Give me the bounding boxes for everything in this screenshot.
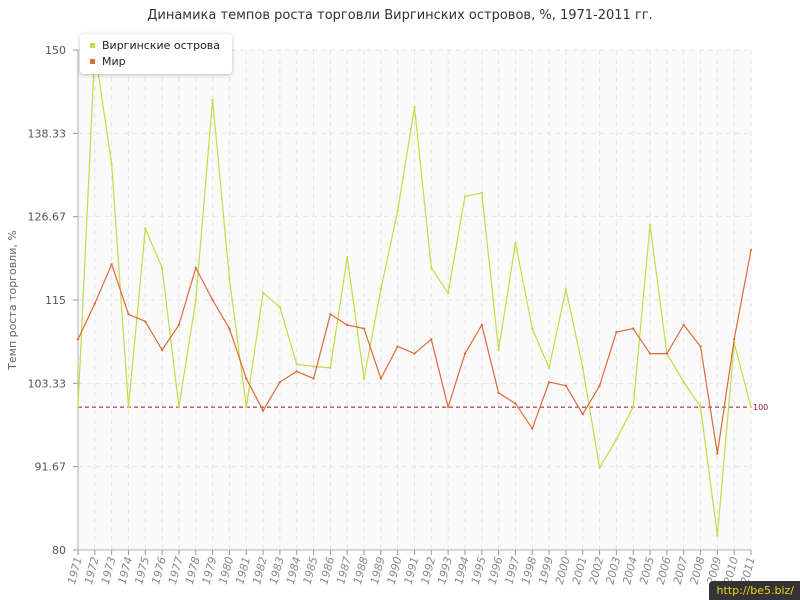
data-point-virgin-islands: [261, 291, 265, 295]
data-point-world: [194, 266, 197, 270]
data-point-world: [749, 248, 753, 252]
data-point-virgin-islands: [312, 365, 315, 368]
data-point-virgin-islands: [362, 377, 366, 380]
data-point-world: [632, 327, 635, 330]
data-point-virgin-islands: [497, 348, 500, 352]
legend-label-world: Мир: [102, 54, 126, 68]
data-point-virgin-islands: [648, 223, 652, 227]
chart-title: Динамика темпов роста торговли Виргински…: [147, 8, 653, 23]
data-point-virgin-islands: [245, 405, 248, 409]
data-point-world: [514, 402, 517, 405]
data-point-virgin-islands: [514, 241, 517, 245]
y-tick-label: 138.33: [28, 127, 67, 140]
data-point-world: [648, 352, 652, 355]
data-point-virgin-islands: [413, 105, 416, 109]
data-point-world: [346, 323, 349, 327]
data-point-world: [228, 327, 231, 330]
data-point-virgin-islands: [76, 405, 80, 409]
data-point-virgin-islands: [228, 277, 231, 280]
watermark-link[interactable]: http://be5.biz/: [708, 581, 800, 600]
y-axis-label: Темп роста торговли, %: [6, 230, 19, 371]
data-point-virgin-islands: [531, 327, 534, 330]
data-point-virgin-islands: [699, 405, 702, 409]
y-tick-label: 103.33: [28, 377, 67, 390]
data-point-world: [261, 409, 265, 412]
data-point-virgin-islands: [430, 266, 433, 270]
data-point-world: [110, 263, 113, 266]
data-point-virgin-islands: [446, 291, 450, 295]
data-point-virgin-islands: [463, 195, 467, 198]
y-tick-label: 115: [45, 294, 66, 307]
data-point-world: [329, 313, 332, 316]
data-point-world: [615, 330, 618, 334]
y-tick-label: 150: [45, 44, 66, 57]
data-point-virgin-islands: [581, 366, 584, 370]
legend-item-virgin-islands[interactable]: Виргинские острова: [90, 37, 220, 53]
data-point-world: [245, 377, 248, 380]
data-point-world: [127, 313, 130, 316]
data-point-world: [144, 320, 147, 323]
data-point-virgin-islands: [396, 209, 399, 212]
data-point-virgin-islands: [194, 298, 197, 302]
data-point-virgin-islands: [346, 255, 349, 259]
y-tick-label: 80: [52, 544, 66, 557]
data-point-world: [160, 348, 164, 352]
data-point-world: [531, 427, 534, 430]
chart-legend: Виргинские острова Мир: [80, 34, 233, 74]
data-point-virgin-islands: [615, 438, 618, 441]
data-point-virgin-islands: [295, 363, 298, 366]
data-point-virgin-islands: [278, 305, 282, 309]
data-point-virgin-islands: [329, 366, 332, 370]
data-point-world: [547, 380, 551, 384]
data-point-world: [379, 377, 383, 380]
data-point-virgin-islands: [749, 405, 753, 409]
data-point-world: [682, 323, 685, 327]
data-point-world: [278, 380, 282, 384]
data-point-world: [480, 323, 483, 327]
data-point-world: [396, 345, 399, 348]
data-point-world: [177, 323, 181, 327]
data-point-virgin-islands: [160, 266, 164, 270]
legend-swatch-world: [90, 58, 95, 64]
data-point-world: [93, 302, 97, 305]
data-point-world: [312, 377, 315, 380]
data-point-world: [76, 338, 80, 341]
data-point-world: [497, 391, 500, 395]
data-point-virgin-islands: [547, 366, 551, 370]
data-point-world: [446, 405, 450, 409]
legend-swatch-virgin-islands: [90, 42, 95, 48]
data-point-world: [413, 352, 416, 355]
data-point-world: [295, 370, 298, 373]
y-tick-label: 126.67: [28, 211, 67, 224]
data-point-world: [564, 384, 568, 387]
data-point-virgin-islands: [682, 380, 685, 384]
data-point-virgin-islands: [177, 405, 181, 409]
data-point-world: [665, 352, 669, 355]
data-point-virgin-islands: [144, 227, 147, 230]
data-point-world: [463, 352, 467, 355]
data-point-virgin-islands: [716, 534, 719, 537]
data-point-virgin-islands: [211, 98, 214, 102]
reference-line-label: 100: [753, 403, 768, 412]
data-point-virgin-islands: [598, 466, 601, 470]
data-point-world: [581, 413, 584, 416]
legend-label-virgin-islands: Виргинские острова: [102, 38, 221, 52]
data-point-virgin-islands: [379, 288, 383, 291]
data-point-virgin-islands: [632, 405, 635, 409]
data-point-world: [716, 452, 719, 455]
data-point-world: [598, 384, 601, 387]
data-point-world: [732, 338, 736, 341]
data-point-world: [211, 298, 214, 302]
data-point-virgin-islands: [480, 191, 483, 195]
data-point-virgin-islands: [564, 288, 568, 291]
data-point-virgin-islands: [110, 163, 113, 166]
data-point-world: [699, 345, 702, 348]
y-tick-label: 91.67: [35, 461, 67, 474]
data-point-world: [362, 327, 366, 330]
data-point-world: [430, 338, 433, 341]
data-point-virgin-islands: [127, 405, 130, 409]
legend-item-world[interactable]: Мир: [90, 53, 220, 69]
